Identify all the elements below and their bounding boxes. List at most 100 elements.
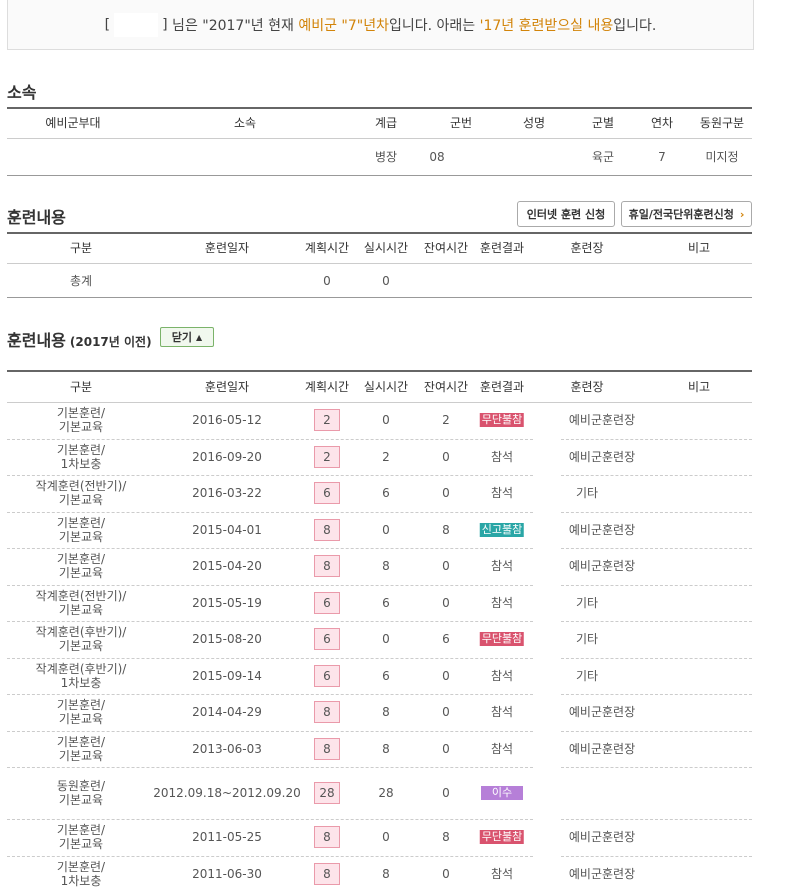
planned-hours: 6 <box>314 664 340 687</box>
date: 2011-06-30 <box>192 866 262 881</box>
category-line: 기본교육 <box>58 420 104 435</box>
place: 예비군훈련장 <box>568 705 636 720</box>
column-header: 비고 <box>687 380 711 394</box>
column-header: 계획시간 <box>304 241 350 255</box>
column-header: 잔여시간 <box>423 380 469 394</box>
category: 기본훈련/기본교육 <box>57 735 105 763</box>
actual-hours: 28 <box>378 786 394 800</box>
table-cell: 미지정 <box>705 150 739 164</box>
column-header: 구분 <box>69 241 93 255</box>
category-line: 기본교육 <box>58 793 104 807</box>
column-header: 훈련일자 <box>204 380 250 394</box>
actual-hours: 0 <box>382 413 390 428</box>
row-divider <box>7 548 533 549</box>
planned-hours: 8 <box>314 555 340 578</box>
category: 기본훈련/1차보충 <box>57 443 105 471</box>
date: 2016-05-12 <box>192 413 262 428</box>
result: 참석 <box>490 486 514 501</box>
category: 기본훈련/기본교육 <box>57 823 105 851</box>
apply-button[interactable]: 휴일/전국단위훈련신청 › <box>621 201 752 227</box>
category-line: 기본훈련/ <box>56 552 106 567</box>
apply-button[interactable]: 인터넷 훈련 신청 <box>517 201 615 227</box>
actual-hours: 8 <box>382 705 390 720</box>
subtitle: (2017년 이전) <box>69 335 152 349</box>
row-divider <box>561 621 752 622</box>
toggle-label: 닫기 <box>171 331 193 344</box>
category-line: 작계훈련(후반기)/ <box>35 661 127 676</box>
actual-hours: 6 <box>382 668 390 683</box>
planned-hours: 2 <box>314 445 340 468</box>
result: 참석 <box>490 705 514 720</box>
table-cell: 병장 <box>374 150 398 164</box>
category: 작계훈련(후반기)/기본교육 <box>36 625 127 653</box>
category-line: 1차보충 <box>60 873 102 888</box>
place: 예비군훈련장 <box>568 866 636 881</box>
notice-part: 입니다. <box>613 17 657 34</box>
planned-hours: 2 <box>314 409 340 432</box>
place: 예비군훈련장 <box>568 830 636 845</box>
column-header: 실시시간 <box>363 380 409 394</box>
toggle-button[interactable]: 닫기 ▲ <box>160 327 214 347</box>
category: 기본훈련/기본교육 <box>57 552 105 580</box>
category-line: 기본교육 <box>58 529 104 544</box>
date: 2012.09.18~2012.09.20 <box>153 786 301 800</box>
column-header: 동원구분 <box>699 116 745 130</box>
bracket: [ <box>104 16 111 33</box>
header-rule <box>7 263 752 264</box>
column-header: 군별 <box>591 116 615 130</box>
notice: [] 님은 "2017"년 현재 예비군 "7"년차입니다. 아래는 '17년 … <box>7 0 754 50</box>
category-line: 기본교육 <box>58 493 104 508</box>
category-line: 기본교육 <box>58 748 104 763</box>
column-header: 잔여시간 <box>423 241 469 255</box>
result: 참석 <box>490 595 514 610</box>
category-line: 기본훈련/ <box>56 859 106 874</box>
result: 참석 <box>490 741 514 756</box>
remaining-hours: 0 <box>442 786 450 800</box>
row-divider <box>561 767 752 768</box>
result-badge: 무단불참 <box>479 830 525 845</box>
remaining-hours: 0 <box>442 595 450 610</box>
table-top <box>7 107 752 109</box>
column-header: 훈련장 <box>570 241 604 255</box>
date: 2015-05-19 <box>192 595 262 610</box>
column-header: 군번 <box>449 116 473 130</box>
category: 작계훈련(후반기)/1차보충 <box>36 662 127 690</box>
category-line: 작계훈련(전반기)/ <box>35 588 127 603</box>
result-badge: 무단불참 <box>479 632 525 647</box>
category: 작계훈련(전반기)/기본교육 <box>36 479 127 507</box>
date: 2016-03-22 <box>192 486 262 501</box>
row-divider <box>7 475 533 476</box>
actual-hours: 8 <box>382 741 390 756</box>
column-header: 실시시간 <box>363 241 409 255</box>
title-text: 훈련내용 <box>7 331 66 350</box>
row-divider <box>7 511 533 513</box>
chevron: › <box>739 207 745 221</box>
planned-hours: 28 <box>314 782 340 804</box>
bracket: ] <box>162 16 168 33</box>
result-badge: 이수 <box>481 786 523 800</box>
table-cell: 0 <box>382 274 390 288</box>
remaining-hours: 0 <box>442 705 450 720</box>
category-line: 기본교육 <box>58 602 104 617</box>
toggle-arrow: ▲ <box>196 332 203 342</box>
table-top <box>7 370 752 372</box>
result: 참석 <box>490 668 514 683</box>
planned-hours: 6 <box>314 591 340 614</box>
row-divider <box>7 767 533 768</box>
planned-hours: 6 <box>314 482 340 505</box>
category: 기본훈련/기본교육 <box>57 516 105 544</box>
header-rule <box>7 138 752 139</box>
remaining-hours: 0 <box>442 741 450 756</box>
category-line: 기본교육 <box>58 639 104 654</box>
row-divider <box>7 819 533 820</box>
actual-hours: 6 <box>382 595 390 610</box>
actual-hours: 0 <box>382 632 390 647</box>
planned-hours: 8 <box>314 701 340 724</box>
row-divider <box>561 694 752 695</box>
date: 2011-05-25 <box>192 830 262 845</box>
column-header: 연차 <box>650 116 674 130</box>
row-divider <box>7 694 533 695</box>
category-line: 작계훈련(후반기)/ <box>35 625 127 640</box>
row-divider <box>561 730 752 732</box>
remaining-hours: 0 <box>442 486 450 501</box>
